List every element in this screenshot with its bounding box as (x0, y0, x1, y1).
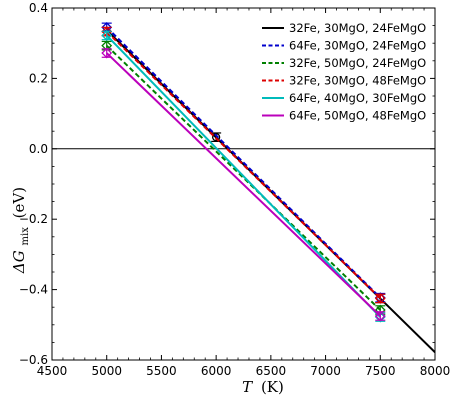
data-point (374, 292, 386, 304)
legend-entry-1: 64Fe, 30MgO, 24FeMgO (262, 39, 426, 53)
x-tick-label: 5000 (91, 364, 122, 378)
y-tick-label: −0.6 (19, 353, 48, 367)
y-axis-label-sub: mix (20, 227, 31, 246)
data-point (211, 133, 221, 142)
legend: 32Fe, 30MgO, 24FeMgO 64Fe, 30MgO, 24FeMgO… (262, 21, 426, 123)
data-point (374, 310, 386, 322)
data-point (374, 311, 386, 323)
x-tick-label: 4500 (37, 364, 68, 378)
x-axis-label-var: T (242, 378, 253, 396)
x-tick-label: 6000 (201, 364, 232, 378)
series-line (106, 26, 381, 299)
y-tick-label: 0.2 (29, 71, 48, 85)
x-tick-label: 6500 (256, 364, 287, 378)
x-tick-label: 7000 (310, 364, 341, 378)
legend-entry-5: 64Fe, 50MgO, 48FeMgO (262, 109, 426, 123)
y-tick-label: 0.0 (29, 142, 48, 156)
y-axis-label-unit: (eV) (10, 187, 28, 218)
y-axis-label: ΔG mix (eV) (10, 187, 32, 274)
x-tick-label: 5500 (146, 364, 177, 378)
legend-label: 64Fe, 30MgO, 24FeMgO (289, 39, 426, 53)
y-tick-label: −0.2 (19, 212, 48, 226)
y-axis-label-var: ΔG (10, 250, 28, 274)
series-layer (101, 21, 435, 353)
legend-label: 64Fe, 40MgO, 30FeMgO (289, 91, 426, 105)
x-axis-label: T (K) (242, 378, 284, 396)
legend-entry-2: 32Fe, 50MgO, 24FeMgO (262, 56, 426, 70)
legend-entry-3: 32Fe, 30MgO, 48FeMgO (262, 74, 426, 88)
data-point (101, 30, 113, 41)
series-line (106, 52, 381, 317)
legend-label: 64Fe, 50MgO, 48FeMgO (289, 109, 426, 123)
x-tick-label: 8000 (420, 364, 451, 378)
legend-label: 32Fe, 30MgO, 48FeMgO (289, 74, 426, 88)
legend-entry-4: 64Fe, 40MgO, 30FeMgO (262, 91, 426, 105)
y-tick-label: 0.4 (29, 1, 48, 15)
legend-entry-0: 32Fe, 30MgO, 24FeMgO (262, 21, 426, 35)
x-tick-label: 7500 (365, 364, 396, 378)
data-point (101, 47, 113, 59)
legend-label: 32Fe, 50MgO, 24FeMgO (289, 56, 426, 70)
series-line (105, 34, 382, 318)
x-axis-label-unit: (K) (261, 378, 284, 396)
ticks-layer: 4500 5000 5500 6000 6500 7000 7500 8000 −0.6 −0.4… (19, 1, 450, 378)
series-5 (101, 47, 386, 322)
legend-label: 32Fe, 30MgO, 24FeMgO (289, 21, 426, 35)
y-tick-label: −0.4 (19, 283, 48, 297)
